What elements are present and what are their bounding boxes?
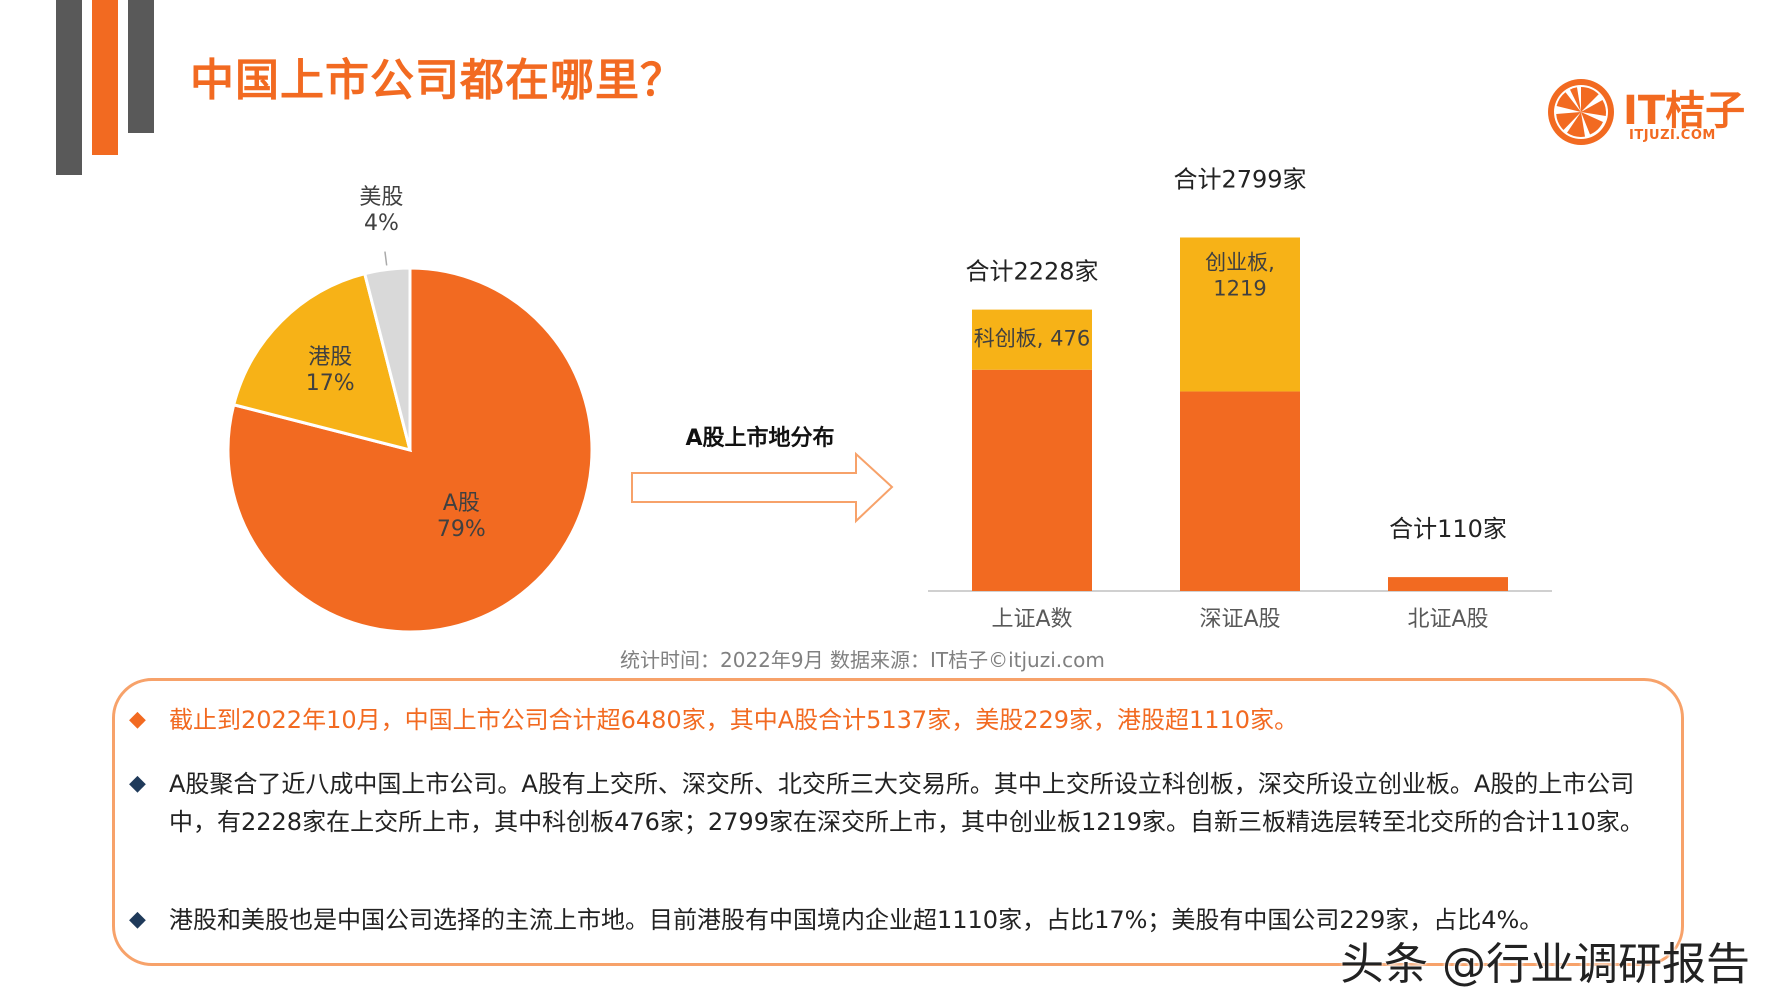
pie-leader-line: [384, 251, 388, 266]
note-item-1: ◆ 截止到2022年10月，中国上市公司合计超6480家，其中A股合计5137家…: [129, 701, 1649, 739]
pie-slice-label: A股: [443, 491, 480, 516]
pie-slice: [226, 266, 594, 634]
bar-data-label: 科创板, 476: [974, 327, 1090, 351]
orange-slice-icon: [1548, 79, 1614, 145]
pie-slice-percent: 4%: [364, 211, 399, 236]
diamond-bullet-icon: ◆: [129, 707, 146, 732]
watermark: 头条 @行业调研报告: [1340, 939, 1750, 990]
logo-text: IT桔子: [1623, 88, 1746, 134]
deco-bar-dark-1: [56, 0, 82, 175]
bar-total-label: 合计2799家: [1173, 165, 1306, 193]
x-tick-label: 上证A数: [991, 607, 1072, 632]
note-item-2: ◆ A股聚合了近八成中国上市公司。A股有上交所、深交所、北交所三大交易所。其中上…: [129, 765, 1669, 841]
pie-slice-label: 美股: [359, 185, 403, 210]
logo-subtext: ITJUZI.COM: [1629, 128, 1716, 143]
x-tick-label: 北证A股: [1407, 607, 1488, 632]
note-text-3: 港股和美股也是中国公司选择的主流上市地。目前港股有中国境内企业超1110家，占比…: [169, 906, 1544, 934]
bar-data-label: 1219: [1213, 276, 1266, 300]
arrow-shape: [631, 451, 894, 524]
bar-segment: [972, 309, 1092, 370]
bar-total-label: 合计110家: [1389, 515, 1507, 543]
notes-box: ◆ 截止到2022年10月，中国上市公司合计超6480家，其中A股合计5137家…: [112, 678, 1684, 966]
pie-slice: [231, 271, 413, 453]
deco-bar-dark-2: [128, 0, 154, 133]
bar-total-label: 合计2228家: [965, 258, 1098, 286]
note-text-1: 截止到2022年10月，中国上市公司合计超6480家，其中A股合计5137家，美…: [169, 706, 1299, 734]
bar-segment: [1180, 391, 1300, 591]
x-tick-label: 深证A股: [1199, 607, 1280, 632]
pie-slice-label: 港股: [308, 345, 352, 370]
source-note: 统计时间：2022年9月 数据来源：IT桔子©itjuzi.com: [620, 648, 1105, 672]
note-text-2: A股聚合了近八成中国上市公司。A股有上交所、深交所、北交所三大交易所。其中上交所…: [169, 770, 1644, 836]
bar-segment: [1180, 237, 1300, 392]
logo: IT桔子 ITJUZI.COM: [1545, 72, 1745, 154]
bar-segment: [1388, 577, 1508, 591]
arrow-label: A股上市地分布: [685, 425, 834, 451]
diamond-bullet-icon: ◆: [129, 771, 146, 796]
bar-segment: [972, 369, 1092, 591]
bar-data-label: 创业板,: [1205, 250, 1275, 274]
note-item-3: ◆ 港股和美股也是中国公司选择的主流上市地。目前港股有中国境内企业超1110家，…: [129, 901, 1649, 939]
pie-slice-percent: 79%: [437, 517, 486, 542]
pie-slice-percent: 17%: [306, 371, 355, 396]
pie-slice: [362, 266, 412, 451]
page-title: 中国上市公司都在哪里？: [190, 55, 685, 106]
diamond-bullet-icon: ◆: [129, 907, 146, 932]
deco-bar-orange: [92, 0, 118, 155]
